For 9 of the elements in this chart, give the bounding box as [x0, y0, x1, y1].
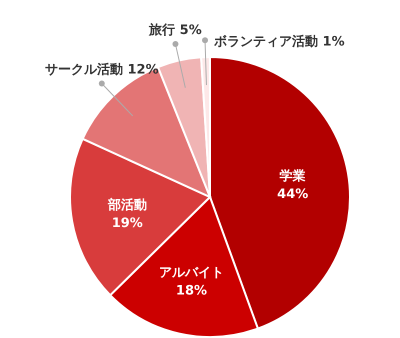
data-label: 18% — [176, 284, 208, 299]
slice-label: 部活動 — [106, 196, 147, 213]
slice-label: アルバイト — [158, 265, 224, 280]
data-label: 19% — [112, 216, 143, 232]
slice-label: ボランティア活動 1% — [213, 34, 345, 50]
slice-label: サークル活動 12% — [44, 62, 159, 78]
slice-label: 旅行 5% — [148, 22, 202, 38]
data-label: 44% — [277, 187, 308, 202]
slice-label: 学業 — [280, 168, 306, 184]
